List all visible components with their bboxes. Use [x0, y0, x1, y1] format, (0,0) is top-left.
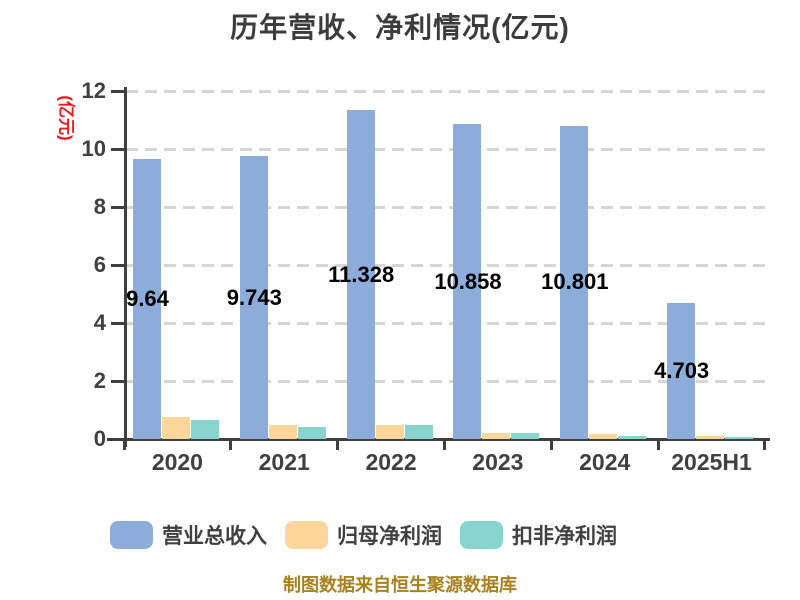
x-axis-tick-3 — [442, 439, 446, 450]
bar-归母净利润-2021 — [268, 425, 297, 439]
legend-item-扣非净利润: 扣非净利润 — [460, 520, 617, 550]
legend-swatch-icon — [460, 521, 503, 549]
y-axis-line — [123, 87, 127, 447]
legend-swatch-icon — [285, 521, 328, 549]
bar-扣非净利润-2020 — [191, 419, 219, 439]
legend-item-归母净利润: 归母净利润 — [285, 520, 442, 550]
y-axis-tick-6 — [111, 263, 124, 267]
gridline-y-8 — [126, 206, 765, 209]
y-axis-tick-label-6: 6 — [93, 252, 106, 277]
y-axis-tick-label-0: 0 — [93, 426, 106, 451]
x-axis-tick-5 — [656, 439, 660, 450]
x-axis-label-2024: 2024 — [579, 449, 631, 475]
legend-label: 营业总收入 — [162, 525, 267, 548]
bar-扣非净利润-2023 — [511, 433, 540, 439]
bar-归母净利润-2020 — [162, 416, 190, 439]
y-axis-tick-label-4: 4 — [93, 310, 106, 335]
bar-value-label-2023: 10.858 — [434, 268, 502, 294]
bar-营业总收入-2020 — [133, 159, 161, 439]
gridline-y-12 — [126, 90, 765, 93]
y-axis-tick-8 — [111, 205, 124, 209]
bar-营业总收入-2023 — [453, 124, 482, 439]
bar-营业总收入-2024 — [560, 125, 589, 439]
bar-value-label-2022: 11.328 — [328, 261, 395, 287]
bar-扣非净利润-2022 — [404, 425, 433, 439]
bar-归母净利润-2025H1 — [696, 436, 725, 439]
y-axis-tick-10 — [111, 147, 124, 151]
bar-value-label-2021: 9.743 — [226, 284, 282, 310]
data-source-note: 制图数据来自恒生聚源数据库 — [283, 575, 517, 595]
bar-扣非净利润-2021 — [297, 427, 326, 439]
y-axis-tick-4 — [111, 321, 124, 325]
bar-value-label-2024: 10.801 — [541, 269, 609, 295]
x-axis-label-2020: 2020 — [151, 449, 203, 475]
bar-扣非净利润-2024 — [618, 435, 647, 439]
bar-value-label-2020: 9.64 — [126, 286, 169, 312]
bar-营业总收入-2025H1 — [667, 302, 696, 439]
x-axis-tick-0 — [122, 439, 126, 450]
gridline-y-10 — [126, 148, 765, 151]
chart-legend: 营业总收入 归母净利润 扣非净利润 — [110, 520, 617, 550]
x-axis-label-2022: 2022 — [365, 449, 417, 475]
x-axis-tick-1 — [229, 439, 233, 450]
x-axis-label-2025H1: 2025H1 — [671, 449, 752, 475]
bar-营业总收入-2021 — [239, 156, 268, 439]
bar-归母净利润-2023 — [482, 432, 511, 439]
y-axis-tick-label-10: 10 — [81, 136, 106, 161]
y-axis-tick-label-12: 12 — [81, 78, 106, 103]
legend-label: 扣非净利润 — [512, 525, 617, 548]
legend-swatch-icon — [110, 521, 153, 549]
gridline-y-2 — [126, 380, 765, 383]
bar-归母净利润-2024 — [589, 434, 618, 439]
x-axis-label-2023: 2023 — [472, 449, 524, 475]
y-axis-tick-12 — [111, 89, 124, 93]
gridline-y-6 — [126, 264, 765, 267]
legend-label: 归母净利润 — [337, 525, 442, 548]
y-axis-tick-0 — [111, 437, 124, 441]
bar-营业总收入-2022 — [346, 110, 375, 439]
gridline-y-4 — [126, 322, 765, 325]
chart-title: 历年营收、净利情况(亿元) — [230, 12, 570, 43]
bar-value-label-2025H1: 4.703 — [654, 357, 710, 383]
x-axis-tick-6 — [763, 439, 767, 450]
x-axis-label-2021: 2021 — [258, 449, 310, 475]
y-axis-tick-label-8: 8 — [93, 194, 106, 219]
bar-归母净利润-2022 — [375, 425, 404, 439]
x-axis-tick-2 — [336, 439, 340, 450]
y-axis-tick-2 — [111, 379, 124, 383]
y-axis-tick-label-2: 2 — [93, 368, 106, 393]
bar-扣非净利润-2025H1 — [725, 436, 754, 439]
x-axis-line — [107, 437, 770, 441]
x-axis-tick-4 — [549, 439, 553, 450]
legend-item-营业总收入: 营业总收入 — [110, 520, 267, 550]
